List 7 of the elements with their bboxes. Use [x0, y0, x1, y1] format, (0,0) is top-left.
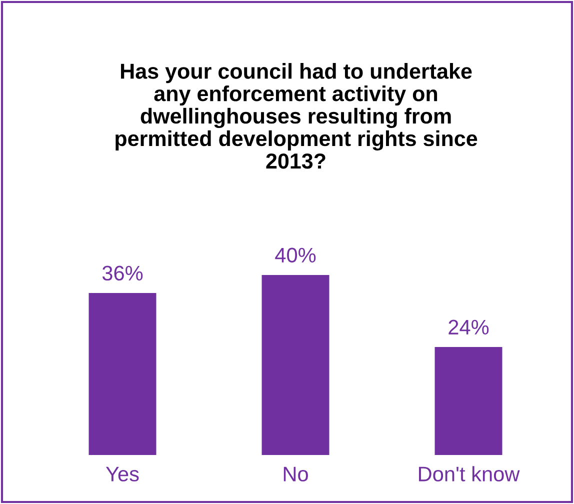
data-label: 40%: [275, 248, 316, 263]
x-tick-label: No: [284, 466, 308, 482]
x-tick-label: Yes: [106, 466, 139, 482]
x-tick-label: Don't know: [419, 466, 520, 482]
chart-title: Has your council had to undertake any enforcement activity on dwellinghouses resulting from permitted development rights since 2013?: [116, 63, 478, 169]
data-label: 24%: [448, 320, 489, 334]
data-label: 36%: [102, 266, 143, 281]
